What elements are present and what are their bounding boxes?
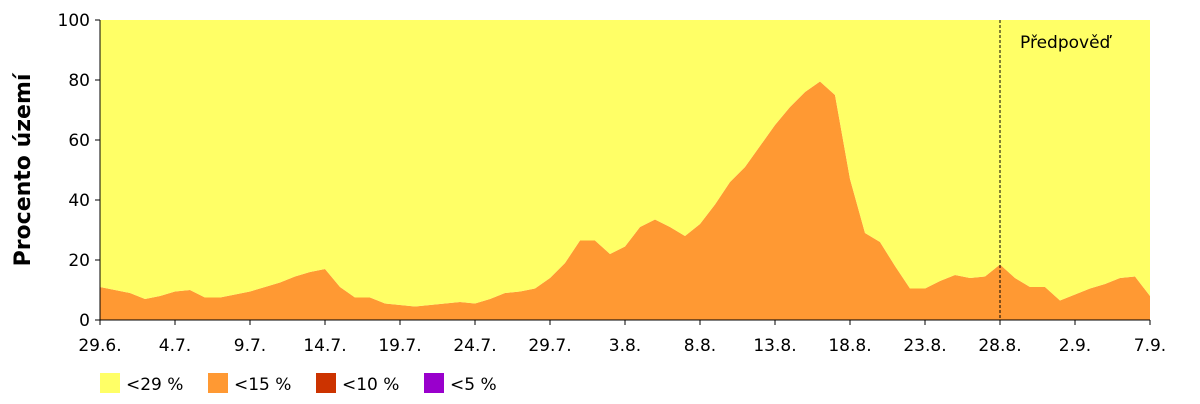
y-tick-label: 20	[68, 251, 90, 271]
x-tick-label: 24.7.	[453, 336, 496, 356]
x-tick-label: 3.8.	[609, 336, 641, 356]
y-tick-label: 60	[68, 131, 90, 151]
x-tick-label: 19.7.	[378, 336, 421, 356]
x-tick-label: 9.7.	[234, 336, 266, 356]
x-tick-label: 29.7.	[528, 336, 571, 356]
y-tick-label: 80	[68, 71, 90, 91]
area	[100, 81, 1150, 320]
legend-swatch	[424, 373, 444, 393]
legend-label: <10 %	[342, 375, 399, 395]
legend-swatch	[316, 373, 336, 393]
y-tick-label: 0	[79, 311, 90, 331]
x-tick-label: 23.8.	[903, 336, 946, 356]
x-tick-label: 7.9.	[1134, 336, 1166, 356]
annotation: Předpověď	[1020, 33, 1113, 53]
legend-label: <15 %	[234, 375, 291, 395]
area	[100, 20, 1150, 307]
y-tick-label: 40	[68, 191, 90, 211]
y-axis-label: Procento území	[11, 72, 36, 266]
x-tick-label: 2.9.	[1059, 336, 1091, 356]
legend-swatch	[100, 373, 120, 393]
y-tick-label: 100	[58, 11, 90, 31]
x-tick-label: 8.8.	[684, 336, 716, 356]
legend-label: <5 %	[450, 375, 497, 395]
legend-swatch	[208, 373, 228, 393]
x-tick-label: 4.7.	[159, 336, 191, 356]
x-tick-label: 18.8.	[828, 336, 871, 356]
legend-label: <29 %	[126, 375, 183, 395]
x-tick-label: 28.8.	[978, 336, 1021, 356]
x-tick-label: 29.6.	[78, 336, 121, 356]
x-tick-label: 14.7.	[303, 336, 346, 356]
x-tick-label: 13.8.	[753, 336, 796, 356]
